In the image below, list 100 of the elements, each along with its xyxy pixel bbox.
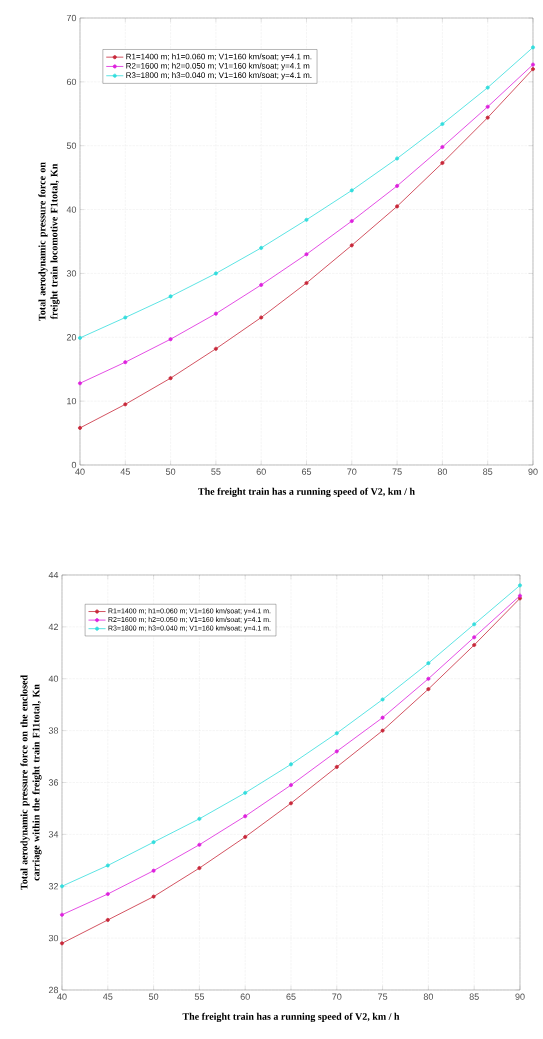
point (517, 583, 522, 588)
point (380, 728, 385, 733)
point (530, 67, 535, 72)
point (485, 85, 490, 90)
y-tick-label: 70 (66, 14, 77, 22)
y-tick-label: 30 (66, 270, 77, 277)
x-tick-label: 55 (211, 468, 221, 475)
point (123, 315, 128, 320)
y-tick-label: 34 (48, 831, 59, 838)
point (395, 204, 400, 209)
x-tick-label: 45 (120, 468, 130, 475)
point (472, 635, 477, 640)
point (243, 834, 248, 839)
point (530, 45, 535, 50)
point (472, 643, 477, 648)
point (78, 381, 82, 386)
point (349, 243, 354, 248)
point (349, 188, 354, 193)
point (105, 863, 110, 868)
point (151, 894, 156, 899)
point (60, 941, 64, 946)
point (395, 183, 400, 188)
point (197, 866, 202, 871)
point (395, 156, 400, 161)
point (304, 217, 309, 222)
y-axis-title: Total aerodynamic pressure force on the enclosed carriage within the freight train F11total, Kn (20, 675, 42, 890)
point (334, 731, 339, 736)
point (78, 425, 82, 430)
point (426, 661, 431, 666)
y-tick-label: 10 (67, 397, 77, 405)
y-tick-label: 36 (48, 779, 59, 786)
point (151, 868, 156, 873)
x-tick-label: 60 (256, 468, 266, 475)
point (105, 917, 110, 922)
point (304, 252, 309, 257)
point (288, 783, 293, 788)
point (197, 816, 202, 821)
point (440, 122, 445, 126)
x-tick-label: 45 (103, 993, 113, 1000)
x-tick-label: 70 (332, 993, 342, 1000)
x-tick-label: 90 (528, 468, 538, 475)
point (304, 281, 309, 286)
point (259, 245, 264, 250)
y-tick-label: 40 (48, 675, 59, 682)
point (213, 311, 218, 316)
point (440, 144, 445, 149)
x-tick-label: 65 (286, 993, 296, 1000)
y-tick-label: 50 (66, 142, 77, 149)
point (485, 115, 490, 120)
point (213, 271, 218, 276)
point (259, 282, 264, 287)
point (349, 219, 354, 224)
legend-label: R2=1600 m; h2=0.050 m; V1=160 km/soat; y=4.1 m (126, 62, 310, 71)
point (123, 360, 128, 365)
point (334, 764, 339, 769)
point (168, 337, 173, 342)
point (380, 715, 385, 720)
x-tick-label: 80 (423, 993, 434, 1000)
y-tick-label: 44 (48, 571, 59, 579)
x-tick-label: 40 (57, 993, 67, 1000)
point (288, 762, 293, 767)
legend-label: R1=1400 m; h1=0.060 m; V1=160 km/soat; y=4.1 m. (126, 53, 312, 61)
point (243, 814, 248, 819)
x-tick-label: 70 (347, 468, 357, 475)
x-tick-label: 75 (392, 468, 402, 475)
x-axis-title: The freight train has a running speed of V2, km / h (198, 487, 415, 498)
point (472, 622, 477, 627)
x-tick-label: 60 (240, 993, 250, 1000)
y-tick-label: 0 (71, 461, 77, 469)
y-tick-label: 20 (66, 334, 77, 341)
x-tick-label: 50 (148, 993, 159, 1000)
x-tick-label: 65 (301, 468, 312, 475)
point (78, 335, 82, 340)
point (426, 687, 431, 692)
point (243, 790, 248, 795)
y-axis-title: Total aerodynamic pressure force on freight train locomotive F1total, Kn (38, 162, 60, 321)
point (259, 315, 264, 320)
point (60, 884, 64, 889)
y-tick-label: 28 (48, 986, 59, 994)
x-tick-label: 50 (165, 468, 176, 475)
x-tick-label: 40 (75, 468, 85, 475)
x-tick-label: 85 (469, 993, 479, 1000)
y-tick-label: 30 (48, 934, 59, 942)
point (440, 160, 445, 165)
x-tick-label: 85 (483, 468, 493, 475)
x-tick-label: 55 (194, 993, 205, 1000)
point (168, 294, 173, 299)
point (426, 676, 431, 681)
point (334, 749, 339, 754)
x-tick-label: 75 (378, 993, 388, 1000)
point (485, 104, 490, 109)
point (530, 62, 535, 67)
legend-label: R3=1800 m; h3=0.040 m; V1=160 km/soat; y=4.1 m. (126, 72, 312, 80)
y-tick-label: 38 (48, 727, 59, 734)
point (288, 801, 293, 806)
y-tick-label: 40 (66, 206, 77, 213)
point (168, 376, 173, 381)
x-tick-label: 90 (515, 993, 525, 1000)
x-tick-label: 80 (437, 468, 448, 475)
point (213, 346, 218, 351)
